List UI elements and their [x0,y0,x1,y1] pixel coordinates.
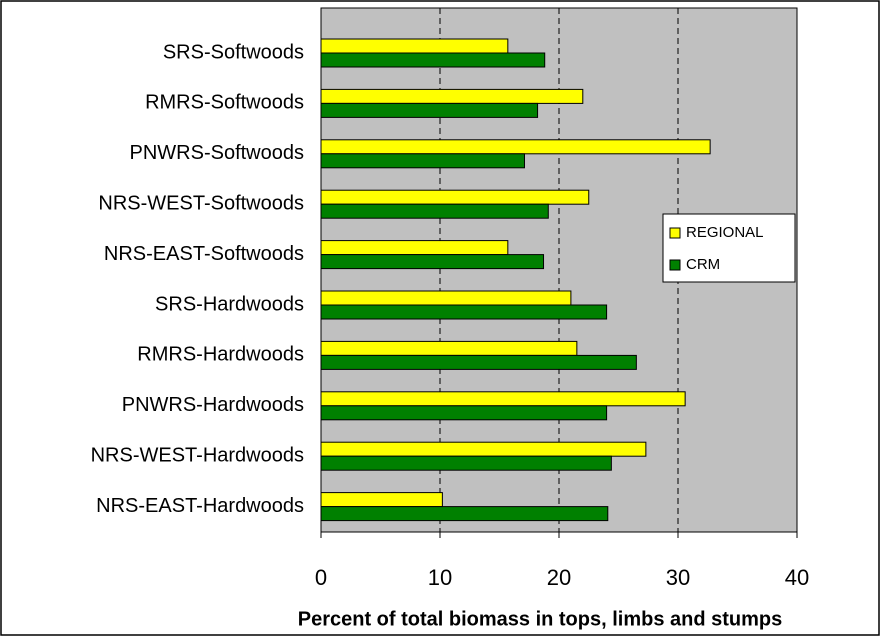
y-tick-label: NRS-WEST-Hardwoods [91,444,304,466]
bar [320,38,509,54]
bar [320,441,647,457]
bar [320,88,584,104]
bar [320,290,572,306]
x-tick-label: 0 [315,565,327,590]
x-tick-label: 10 [428,565,452,590]
legend-swatch [669,259,681,271]
bar [320,492,443,508]
bar [320,203,549,219]
legend-label: REGIONAL [686,224,764,241]
bar [320,102,539,118]
legend-box [662,213,796,283]
y-tick-label: NRS-WEST-Softwoods [98,192,304,214]
x-axis-label: Percent of total biomass in tops, limbs … [298,608,783,630]
bar [320,354,637,370]
bar [320,455,612,471]
x-tick-label: 30 [666,565,690,590]
bar [320,240,509,256]
bar [320,189,590,205]
y-tick-label: RMRS-Hardwoods [137,344,304,366]
bar [320,139,711,155]
y-tick-label: PNWRS-Softwoods [130,142,305,164]
legend-label: CRM [686,256,720,273]
x-tick-label: 20 [547,565,571,590]
bar [320,254,545,270]
y-tick-label: NRS-EAST-Softwoods [104,243,304,265]
legend-swatch [669,227,681,239]
y-tick-label: SRS-Hardwoods [155,293,304,315]
y-tick-label: NRS-EAST-Hardwoods [96,495,304,517]
bar [320,340,578,356]
bar [320,506,609,522]
y-tick-label: SRS-Softwoods [163,41,304,63]
bar [320,304,608,320]
x-tick-label: 40 [785,565,809,590]
bar [320,52,546,68]
y-tick-label: PNWRS-Hardwoods [122,394,304,416]
bar [320,391,686,407]
y-tick-label: RMRS-Softwoods [145,92,304,114]
bar [320,405,608,421]
bar [320,153,525,169]
